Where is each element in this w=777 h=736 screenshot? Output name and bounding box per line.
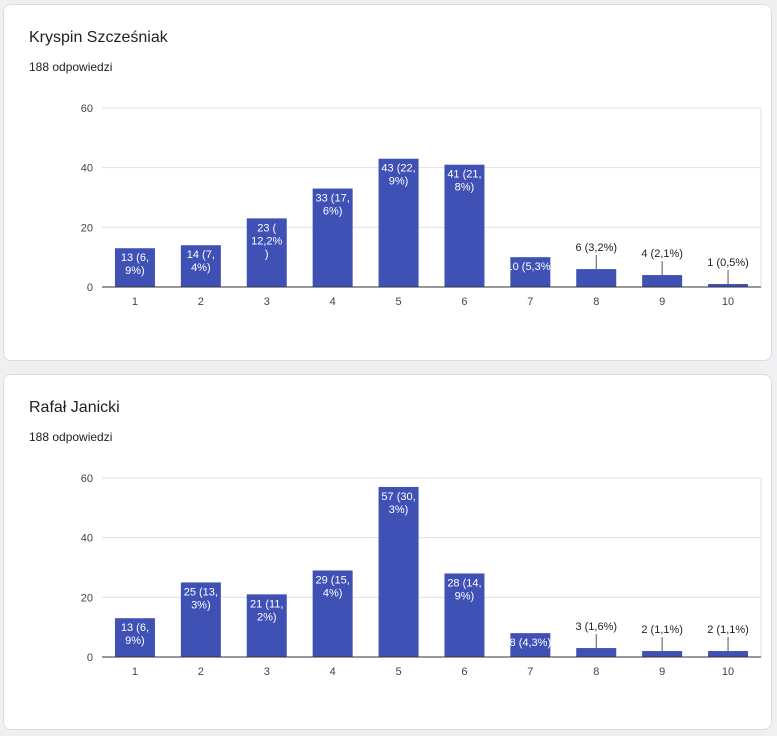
x-tick-label: 6 [461, 296, 467, 308]
bar[interactable] [510, 257, 551, 287]
x-tick-label: 8 [593, 296, 599, 308]
x-tick-label: 2 [198, 666, 204, 678]
data-label: 21 (11, 2%) [250, 598, 283, 623]
x-tick-label: 5 [395, 296, 401, 308]
chart-card-kryspin: Kryspin Szcześniak 188 odpowiedzi 0 20 40 6… [3, 4, 772, 361]
data-label: 6 (3,2%) [575, 242, 617, 254]
data-label: 43 (22, 9%) [381, 163, 415, 188]
bar[interactable] [708, 284, 749, 287]
y-tick-label: 0 [87, 652, 93, 664]
bar[interactable] [378, 158, 419, 287]
data-label: 1 (0,5%) [707, 257, 749, 269]
bar[interactable] [180, 245, 221, 287]
x-tick-label: 4 [330, 296, 336, 308]
x-tick-label: 10 [722, 666, 734, 678]
bar[interactable] [510, 633, 551, 657]
y-tick-label: 0 [87, 282, 93, 294]
bar[interactable] [576, 648, 617, 657]
data-label: 2 (1,1%) [707, 624, 749, 636]
data-label: 23 (12,2%) [251, 222, 282, 260]
bar[interactable] [114, 248, 155, 287]
y-tick-label: 60 [81, 473, 93, 485]
x-tick-label: 9 [659, 666, 665, 678]
data-label: 33 (17, 6%) [316, 193, 350, 218]
data-label: 4 (2,1%) [641, 248, 683, 260]
chart-card-rafal: Rafał Janicki 188 odpowiedzi 0 20 40 60 13 (… [3, 374, 772, 730]
bar[interactable] [246, 218, 287, 287]
bar[interactable] [312, 188, 353, 287]
data-label: 41 (21, 8%) [447, 169, 481, 194]
x-tick-label: 3 [264, 296, 270, 308]
data-label: 13 (6, 9%) [121, 622, 149, 647]
y-tick-label: 20 [81, 592, 93, 604]
bar[interactable] [246, 594, 287, 657]
bar[interactable] [642, 275, 683, 287]
data-label: 3 (1,6%) [575, 621, 617, 633]
x-tick-label: 2 [198, 296, 204, 308]
bar[interactable] [312, 570, 353, 657]
x-tick-label: 8 [593, 666, 599, 678]
data-label: 29 (15, 4%) [316, 574, 350, 599]
x-tick-label: 5 [395, 666, 401, 678]
y-tick-label: 20 [81, 222, 93, 234]
data-label: 57 (30, 3%) [381, 491, 415, 516]
response-count: 188 odpowiedzi [29, 60, 113, 74]
x-tick-label: 6 [461, 666, 467, 678]
bar-chart-rafal: 0 20 40 60 13 (6, 9%) 1 25 (13, 3%) 2 21 (11, 2%) 3 2… [81, 473, 762, 678]
y-tick-label: 40 [81, 533, 93, 545]
x-tick-label: 1 [132, 296, 138, 308]
x-tick-label: 3 [264, 666, 270, 678]
data-label: 25 (13, 3%) [184, 586, 218, 611]
x-tick-label: 4 [330, 666, 336, 678]
data-label: 2 (1,1%) [641, 624, 683, 636]
chart-title: Kryspin Szcześniak [29, 29, 168, 46]
x-tick-label: 1 [132, 666, 138, 678]
data-label: 8 (4,3%) [510, 637, 552, 649]
bar[interactable] [708, 651, 749, 657]
data-label: 10 (5,3%) [506, 261, 554, 273]
response-count: 188 odpowiedzi [29, 430, 113, 444]
chart-title: Rafał Janicki [29, 399, 120, 416]
bar[interactable] [378, 486, 419, 657]
y-tick-label: 60 [81, 103, 93, 115]
data-label: 28 (14, 9%) [447, 577, 481, 602]
bar[interactable] [642, 651, 683, 657]
bar[interactable] [444, 164, 485, 287]
x-tick-label: 7 [527, 296, 533, 308]
x-tick-label: 10 [722, 296, 734, 308]
data-label: 14 (7, 4%) [187, 249, 215, 274]
bar[interactable] [444, 573, 485, 657]
y-tick-label: 40 [81, 163, 93, 175]
bar[interactable] [114, 618, 155, 657]
x-tick-label: 9 [659, 296, 665, 308]
bar[interactable] [576, 269, 617, 287]
data-label: 13 (6, 9%) [121, 252, 149, 277]
bar-chart-kryspin: 0 20 40 60 13 (6, 9%) 1 14 (7, 4%) 2 23 (12,2%) 3 33… [81, 103, 762, 308]
x-tick-label: 7 [527, 666, 533, 678]
bar[interactable] [180, 582, 221, 657]
